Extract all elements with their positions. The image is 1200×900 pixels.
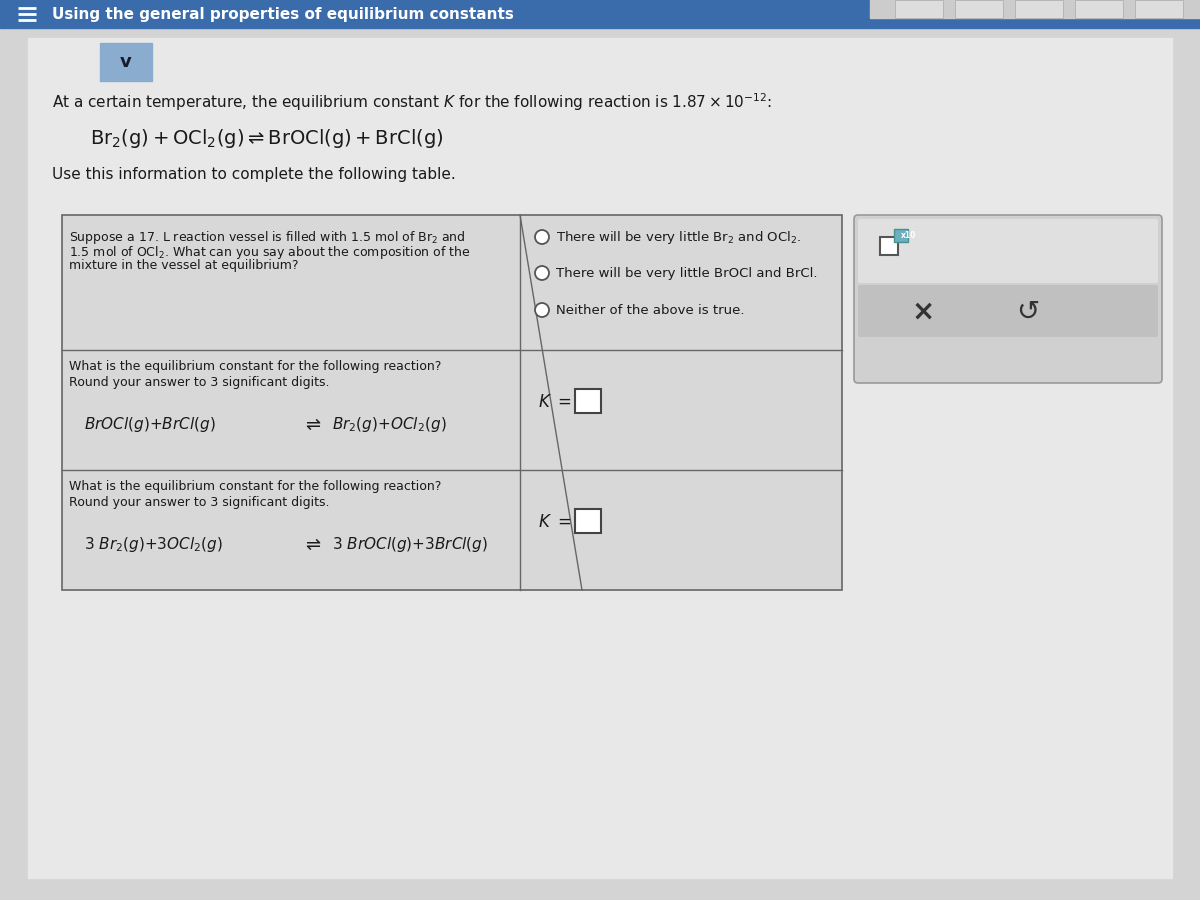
Text: 1.5 mol of OCl$_2$. What can you say about the composition of the: 1.5 mol of OCl$_2$. What can you say abo… (70, 244, 470, 261)
Text: At a certain temperature, the equilibrium constant $\mathit{K}$ for the followin: At a certain temperature, the equilibriu… (52, 91, 772, 112)
Bar (0, 0, 1200, 28)
Bar (575, 389, 601, 413)
Text: Use this information to complete the following table.: Use this information to complete the fol… (52, 167, 456, 183)
Bar (880, 237, 898, 255)
Text: x10: x10 (901, 230, 917, 239)
Text: mixture in the vessel at equilibrium?: mixture in the vessel at equilibrium? (70, 259, 299, 272)
Text: v: v (120, 53, 132, 71)
FancyBboxPatch shape (854, 215, 1162, 383)
Bar (1015, 0, 1063, 18)
Text: $BrOCl(g){+}BrCl(g)$: $BrOCl(g){+}BrCl(g)$ (84, 416, 216, 435)
Text: $\rightleftharpoons$: $\rightleftharpoons$ (302, 416, 322, 434)
Text: There will be very little BrOCl and BrCl.: There will be very little BrOCl and BrCl… (556, 266, 817, 280)
Text: Round your answer to 3 significant digits.: Round your answer to 3 significant digit… (70, 376, 330, 389)
Text: $K\ =$: $K\ =$ (538, 393, 571, 411)
Bar (100, 43, 152, 81)
Text: $\mathrm{Br_2(g) + OCl_2(g) \rightleftharpoons BrOCl(g) + BrCl(g)}$: $\mathrm{Br_2(g) + OCl_2(g) \rightleftha… (90, 127, 443, 149)
Circle shape (535, 303, 550, 317)
Text: Neither of the above is true.: Neither of the above is true. (556, 303, 744, 317)
Text: What is the equilibrium constant for the following reaction?: What is the equilibrium constant for the… (70, 480, 442, 493)
Bar (955, 0, 1003, 18)
Bar (895, 0, 943, 18)
Text: $\rightleftharpoons$: $\rightleftharpoons$ (302, 536, 322, 554)
Text: ↺: ↺ (1016, 298, 1039, 326)
Bar (1135, 0, 1183, 18)
Circle shape (535, 266, 550, 280)
Bar (894, 229, 908, 242)
Circle shape (535, 230, 550, 244)
Bar (62, 215, 842, 590)
Bar (575, 509, 601, 533)
Bar (1075, 0, 1123, 18)
Bar (870, 0, 1200, 18)
Text: $3\ BrOCl(g){+}3BrCl(g)$: $3\ BrOCl(g){+}3BrCl(g)$ (332, 536, 488, 554)
Text: There will be very little Br$_2$ and OCl$_2$.: There will be very little Br$_2$ and OCl… (556, 229, 802, 246)
FancyBboxPatch shape (858, 285, 1158, 337)
Text: Suppose a 17. L reaction vessel is filled with 1.5 mol of Br$_2$ and: Suppose a 17. L reaction vessel is fille… (70, 229, 466, 246)
Text: What is the equilibrium constant for the following reaction?: What is the equilibrium constant for the… (70, 360, 442, 373)
Text: $K\ =$: $K\ =$ (538, 513, 571, 531)
Text: ×: × (911, 298, 935, 326)
Text: $Br_2(g){+}OCl_2(g)$: $Br_2(g){+}OCl_2(g)$ (332, 416, 446, 435)
Text: $3\ Br_2(g){+}3OCl_2(g)$: $3\ Br_2(g){+}3OCl_2(g)$ (84, 536, 223, 554)
Text: Round your answer to 3 significant digits.: Round your answer to 3 significant digit… (70, 496, 330, 509)
Text: Using the general properties of equilibrium constants: Using the general properties of equilibr… (52, 6, 514, 22)
FancyBboxPatch shape (858, 219, 1158, 283)
